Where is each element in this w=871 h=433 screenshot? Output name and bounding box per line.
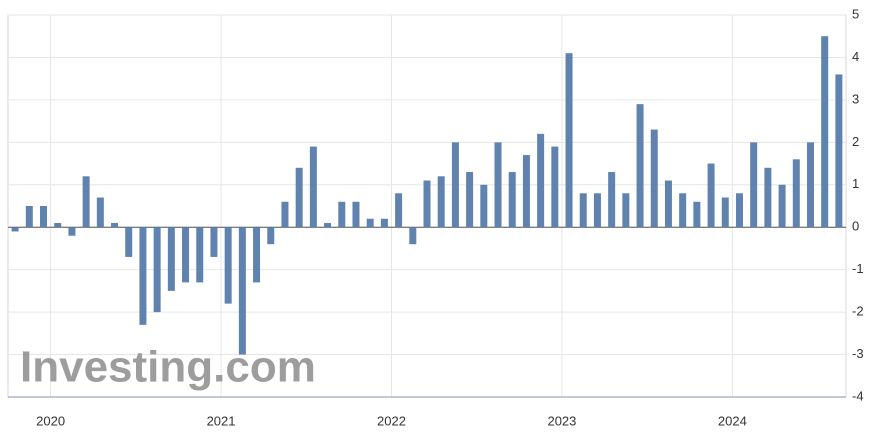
bar [664, 180, 672, 228]
bar [806, 142, 814, 228]
bar [608, 172, 616, 228]
x-tick-label: 2024 [718, 413, 747, 428]
bar [338, 201, 346, 228]
bar [593, 193, 601, 228]
y-tick-label: -3 [852, 346, 864, 361]
y-tick-label: 4 [852, 49, 859, 64]
bar [622, 193, 630, 228]
bar [281, 201, 289, 228]
y-tick-label: 1 [852, 176, 859, 191]
bar [11, 227, 19, 232]
bar [224, 227, 232, 304]
bar [522, 155, 530, 228]
bar [167, 227, 175, 291]
bar [835, 74, 843, 228]
bar [182, 227, 190, 283]
bar [395, 193, 403, 228]
bar [778, 184, 786, 228]
y-tick-label: 0 [852, 219, 859, 234]
bar [366, 218, 374, 228]
bar [54, 222, 62, 228]
bar [68, 227, 76, 236]
x-tick-label: 2020 [36, 413, 65, 428]
bar [679, 193, 687, 228]
bar [466, 172, 474, 228]
bar [25, 206, 33, 228]
y-tick-label: 5 [852, 6, 859, 21]
bar [82, 176, 90, 228]
bar [579, 193, 587, 228]
bar [309, 146, 317, 228]
x-tick-label: 2022 [377, 413, 406, 428]
bar [636, 104, 644, 228]
bar [352, 201, 360, 228]
bar [735, 193, 743, 228]
bar [111, 222, 119, 228]
bar [139, 227, 147, 325]
bar [253, 227, 261, 283]
bar [551, 146, 559, 228]
bar [196, 227, 204, 283]
x-tick-label: 2023 [547, 413, 576, 428]
x-tick-label: 2021 [207, 413, 236, 428]
bar [295, 167, 303, 228]
bar [380, 218, 388, 228]
watermark: Investing.com [20, 343, 316, 392]
y-tick-label: -2 [852, 304, 864, 319]
bar [707, 163, 715, 228]
bar [750, 142, 758, 228]
bar [721, 197, 729, 228]
bar [451, 142, 459, 228]
bar [494, 142, 502, 228]
bar [423, 180, 431, 228]
bar [40, 206, 48, 228]
bar [267, 227, 275, 245]
bar [238, 227, 246, 355]
bar [764, 167, 772, 228]
bar [96, 197, 104, 228]
bar [210, 227, 218, 257]
bar [324, 222, 332, 228]
bar [537, 133, 545, 228]
bar [565, 53, 573, 228]
bar [480, 184, 488, 228]
bar [693, 201, 701, 228]
y-tick-label: 3 [852, 91, 859, 106]
y-tick-label: -1 [852, 261, 864, 276]
bar [650, 129, 658, 228]
bar [508, 172, 516, 228]
bar [821, 36, 829, 228]
bar [153, 227, 161, 313]
y-tick-label: -4 [852, 388, 864, 403]
bar [437, 176, 445, 228]
bar [792, 159, 800, 228]
bar [409, 227, 417, 245]
y-tick-label: 2 [852, 134, 859, 149]
bar [125, 227, 133, 257]
